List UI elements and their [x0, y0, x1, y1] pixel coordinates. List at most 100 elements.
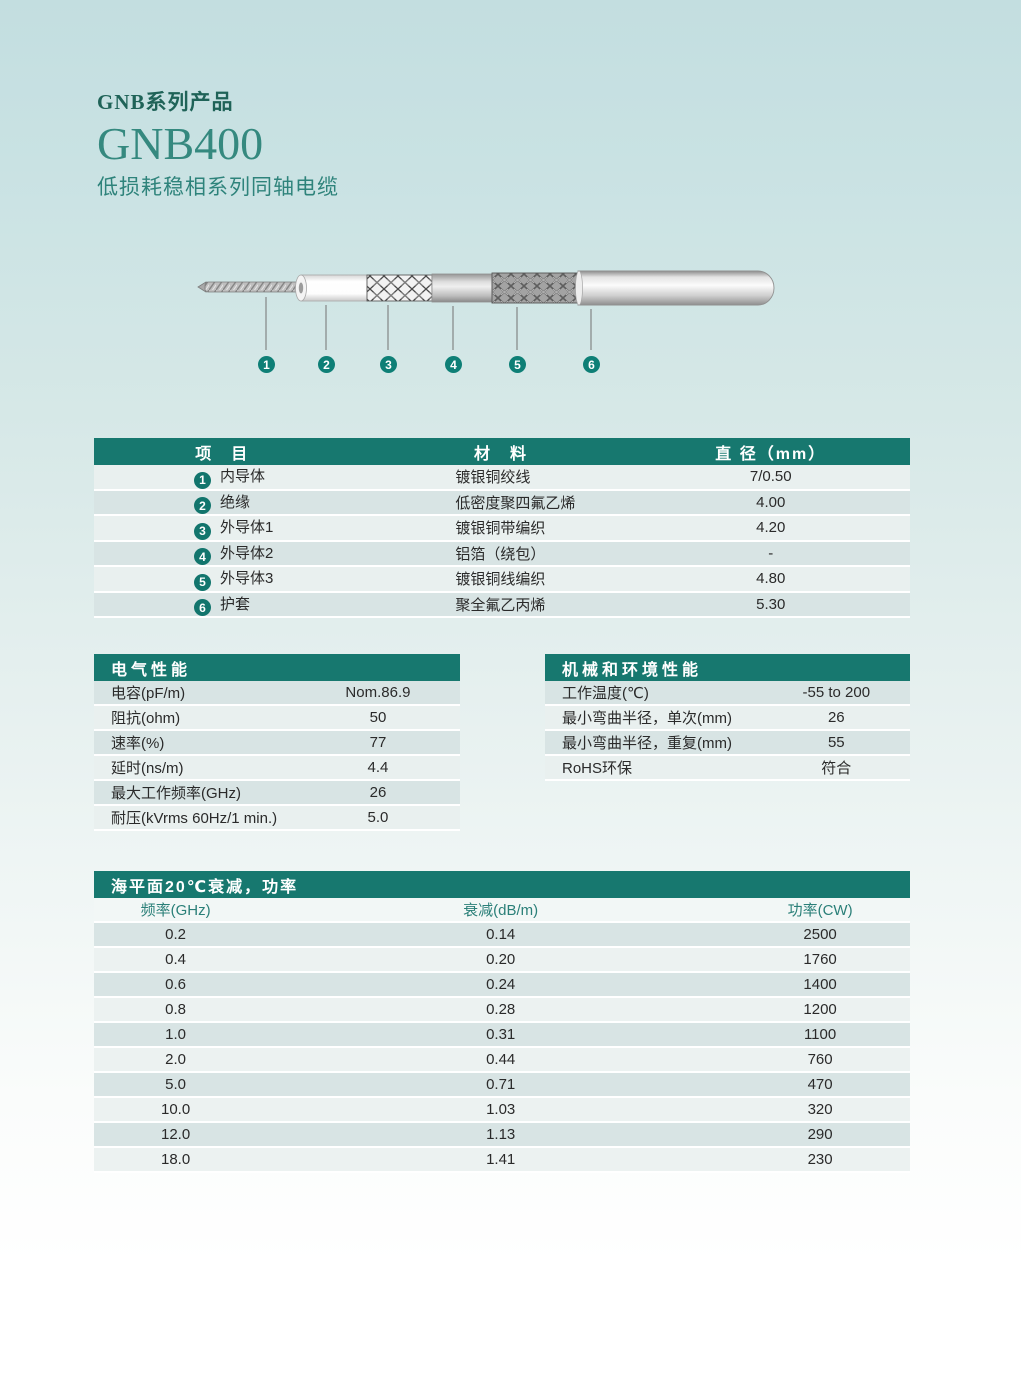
- item-label: 外导体1: [220, 519, 274, 536]
- property-label: 工作温度(℃): [545, 681, 779, 706]
- frequency-value: 5.0: [94, 1073, 258, 1098]
- power-value: 2500: [714, 923, 910, 948]
- material-value: 镀银铜带编织: [420, 516, 682, 542]
- attenuation-value: 1.41: [257, 1148, 715, 1173]
- table-row: 2 绝缘 低密度聚四氟乙烯 4.00: [94, 490, 910, 516]
- product-subtitle: 低损耗稳相系列同轴电缆: [97, 176, 339, 200]
- attenuation-title: 海平面20℃衰减，功率: [94, 871, 910, 898]
- col-header-material: 材 料: [420, 438, 682, 465]
- power-value: 290: [714, 1123, 910, 1148]
- item-label: 内导体: [220, 468, 266, 485]
- property-value: 26: [320, 781, 460, 806]
- property-value: 4.4: [320, 756, 460, 781]
- page-header: GNB系列产品 GNB400 低损耗稳相系列同轴电缆: [97, 86, 339, 201]
- attenuation-value: 1.13: [257, 1123, 715, 1148]
- power-value: 230: [714, 1148, 910, 1173]
- row-number-badge: 4: [194, 548, 211, 565]
- power-value: 1100: [714, 1023, 910, 1048]
- frequency-value: 0.2: [94, 923, 258, 948]
- table-row: 延时(ns/m) 4.4: [94, 756, 460, 781]
- property-label: 阻抗(ohm): [94, 706, 321, 731]
- table-row: 耐压(kVrms 60Hz/1 min.) 5.0: [94, 806, 460, 831]
- product-model: GNB400: [97, 118, 264, 169]
- material-value: 镀银铜线编织: [420, 567, 682, 593]
- attenuation-value: 0.71: [257, 1073, 715, 1098]
- row-number-badge: 6: [194, 599, 211, 616]
- table-row: 5.0 0.71 470: [94, 1073, 910, 1098]
- braid1-section: [366, 274, 433, 302]
- diameter-value: 4.20: [681, 516, 910, 542]
- property-label: 电容(pF/m): [94, 681, 321, 706]
- attenuation-value: 0.24: [257, 973, 715, 998]
- insulation-section: [295, 274, 368, 302]
- mechanical-properties-table: 机械和环境性能 工作温度(℃) -55 to 200 最小弯曲半径，单次(mm)…: [545, 654, 910, 781]
- item-label: 外导体3: [220, 570, 274, 587]
- frequency-value: 12.0: [94, 1123, 258, 1148]
- property-label: 最小弯曲半径，重复(mm): [545, 731, 779, 756]
- frequency-value: 0.8: [94, 998, 258, 1023]
- construction-table: 项 目 材 料 直 径（mm） 1 内导体 镀银铜绞线 7/0.50 2 绝缘 低密…: [94, 438, 910, 618]
- property-label: RoHS环保: [545, 756, 779, 781]
- attenuation-title-row: 海平面20℃衰减，功率: [94, 871, 910, 898]
- attenuation-value: 0.31: [257, 1023, 715, 1048]
- diameter-value: 7/0.50: [681, 465, 910, 491]
- attenuation-table: 海平面20℃衰减，功率 频率(GHz) 衰减(dB/m) 功率(CW) 0.2 …: [94, 871, 910, 1173]
- attenuation-value: 0.14: [257, 923, 715, 948]
- property-label: 最小弯曲半径，单次(mm): [545, 706, 779, 731]
- property-value: 50: [320, 706, 460, 731]
- row-number-badge: 2: [194, 497, 211, 514]
- electrical-title: 电气性能: [94, 654, 460, 681]
- power-value: 470: [714, 1073, 910, 1098]
- attenuation-value: 0.20: [257, 948, 715, 973]
- item-label: 绝缘: [220, 493, 251, 511]
- item-label: 外导体2: [220, 544, 274, 562]
- property-value: 符合: [778, 756, 910, 781]
- material-value: 低密度聚四氟乙烯: [420, 490, 682, 516]
- electrical-title-row: 电气性能: [94, 654, 460, 681]
- callout-badge-4: 4: [445, 356, 462, 373]
- col-header-power: 功率(CW): [714, 898, 910, 923]
- table-row: 6 护套 聚全氟乙丙烯 5.30: [94, 592, 910, 618]
- row-number-badge: 1: [194, 471, 211, 489]
- frequency-value: 0.6: [94, 973, 258, 998]
- table-row: 速率(%) 77: [94, 731, 460, 756]
- property-value: -55 to 200: [778, 681, 910, 706]
- cable-cutaway-diagram: [197, 270, 775, 350]
- property-label: 最大工作频率(GHz): [94, 781, 321, 806]
- frequency-value: 1.0: [94, 1023, 258, 1048]
- table-row: 5 外导体3 镀银铜线编织 4.80: [94, 567, 910, 593]
- material-value: 铝箔（绕包）: [420, 541, 682, 567]
- material-value: 聚全氟乙丙烯: [420, 592, 682, 618]
- construction-header-row: 项 目 材 料 直 径（mm）: [94, 438, 910, 465]
- item-label: 护套: [220, 595, 251, 613]
- table-row: 10.0 1.03 320: [94, 1098, 910, 1123]
- callout-lines: [265, 297, 592, 350]
- table-row: 1 内导体 镀银铜绞线 7/0.50: [94, 465, 910, 491]
- property-value: 5.0: [320, 806, 460, 831]
- power-value: 1400: [714, 973, 910, 998]
- property-label: 耐压(kVrms 60Hz/1 min.): [94, 806, 321, 831]
- diameter-value: -: [681, 541, 910, 567]
- electrical-properties-table: 电气性能 电容(pF/m) Nom.86.9 阻抗(ohm) 50 速率(%) …: [94, 654, 460, 831]
- row-number-badge: 3: [194, 522, 211, 540]
- table-row: 0.2 0.14 2500: [94, 923, 910, 948]
- braid2-section: [491, 272, 579, 304]
- table-row: 0.4 0.20 1760: [94, 948, 910, 973]
- material-value: 镀银铜绞线: [420, 465, 682, 491]
- table-row: 0.6 0.24 1400: [94, 973, 910, 998]
- frequency-value: 0.4: [94, 948, 258, 973]
- table-row: 2.0 0.44 760: [94, 1048, 910, 1073]
- table-row: 阻抗(ohm) 50: [94, 706, 460, 731]
- attenuation-subheader-row: 频率(GHz) 衰减(dB/m) 功率(CW): [94, 898, 910, 923]
- property-value: 55: [778, 731, 910, 756]
- col-header-diameter: 直 径（mm）: [681, 438, 910, 465]
- power-value: 1760: [714, 948, 910, 973]
- mechanical-title-row: 机械和环境性能: [545, 654, 910, 681]
- callout-badge-3: 3: [380, 356, 397, 373]
- property-label: 延时(ns/m): [94, 756, 321, 781]
- attenuation-value: 0.44: [257, 1048, 715, 1073]
- col-header-attenuation: 衰减(dB/m): [257, 898, 715, 923]
- table-row: 0.8 0.28 1200: [94, 998, 910, 1023]
- diameter-value: 4.00: [681, 490, 910, 516]
- foil-section: [431, 273, 493, 303]
